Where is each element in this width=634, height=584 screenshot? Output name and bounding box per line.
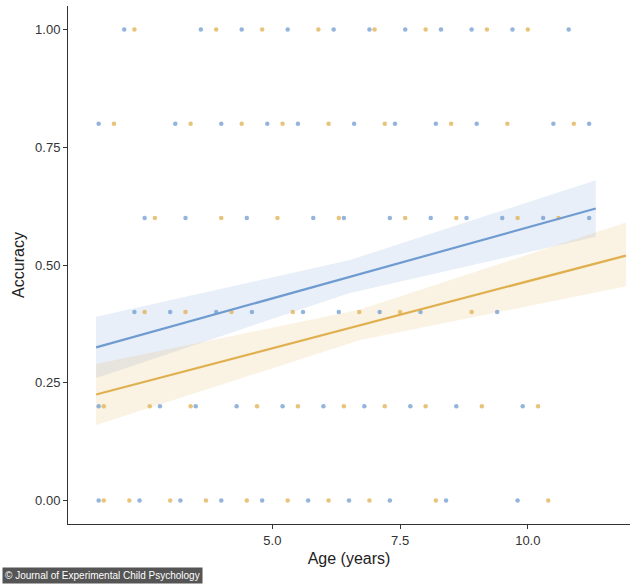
svg-text:1.00: 1.00 (35, 22, 60, 37)
svg-text:© Journal of Experimental Chil: © Journal of Experimental Child Psycholo… (5, 570, 200, 581)
svg-text:Age (years): Age (years) (308, 550, 391, 567)
svg-text:5.0: 5.0 (263, 533, 281, 548)
svg-text:0.00: 0.00 (35, 493, 60, 508)
svg-text:Accuracy: Accuracy (10, 232, 27, 298)
svg-text:0.50: 0.50 (35, 258, 60, 273)
svg-text:7.5: 7.5 (391, 533, 409, 548)
svg-text:0.75: 0.75 (35, 140, 60, 155)
svg-text:10.0: 10.0 (515, 533, 540, 548)
svg-text:0.25: 0.25 (35, 375, 60, 390)
